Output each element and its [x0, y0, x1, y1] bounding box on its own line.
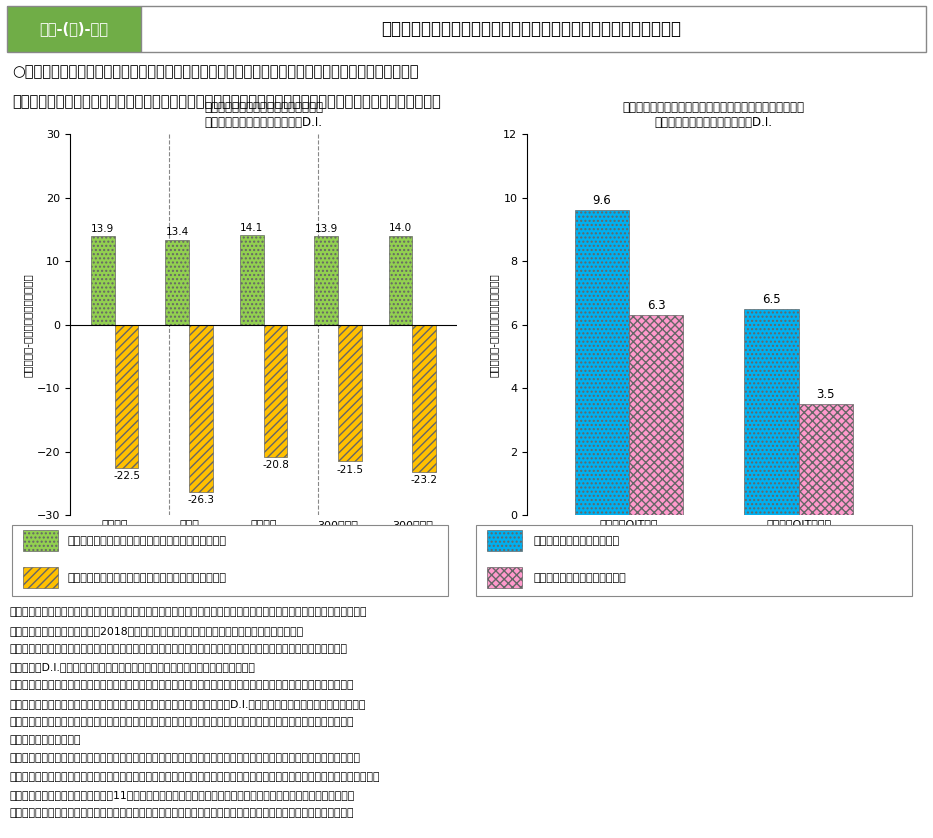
Y-axis label: （「上昇」-「低下」・％ポイント）: （「上昇」-「低下」・％ポイント）	[489, 273, 499, 376]
Bar	[629, 315, 683, 515]
Text: が積極的に実施されている企業で働く労働者は、仕事に対するモチベーションが上昇している者が多い。: が積極的に実施されている企業で働く労働者は、仕事に対するモチベーションが上昇して…	[12, 95, 440, 110]
Bar	[487, 566, 522, 588]
Text: 企業の能力開発等と従業員の仕事に対するモチベーションとの関係: 企業の能力開発等と従業員の仕事に対するモチベーションとの関係	[381, 20, 681, 38]
Bar	[412, 324, 437, 472]
Text: -23.2: -23.2	[411, 475, 438, 485]
Bar	[745, 309, 799, 515]
Text: 6.5: 6.5	[762, 292, 781, 306]
Text: -22.5: -22.5	[113, 471, 140, 481]
Text: 14.1: 14.1	[240, 223, 263, 233]
Bar	[314, 236, 338, 324]
Text: ２）右図は、企業におけるいわゆる正社員を対象とした教育訓練の実施状況や能力開発に関連する人材マネジ: ２）右図は、企業におけるいわゆる正社員を対象とした教育訓練の実施状況や能力開発に…	[9, 680, 354, 691]
Text: ３）能力開発に関連する人材マネジメントの取組個数が相対的に多い企業は、「目標管理制度による動機づけ」: ３）能力開発に関連する人材マネジメントの取組個数が相対的に多い企業は、「目標管理…	[9, 753, 360, 763]
Text: （注）　１）左図は、正社員を対象に、企業の能力開発に対する積極性の評価別に、仕事に対するモチベーションの: （注） １）左図は、正社員を対象に、企業の能力開発に対する積極性の評価別に、仕事…	[9, 644, 347, 654]
Text: 取組個数が相対的に少ない企業: 取組個数が相対的に少ない企業	[534, 572, 626, 582]
Text: メントの取組個数別に、正社員の仕事に対するモチベーションのD.I.（「上昇」の割合から「低下」の割合を: メントの取組個数別に、正社員の仕事に対するモチベーションのD.I.（「上昇」の割…	[9, 699, 366, 709]
Bar	[91, 236, 115, 324]
Text: なっている。: なっている。	[9, 735, 81, 745]
Bar	[23, 566, 58, 588]
Text: 「定期的な面談（個別評価・考課）」「指導役や教育係の配置（メンター制度等）」「企業としての人材育成方針・: 「定期的な面談（個別評価・考課）」「指導役や教育係の配置（メンター制度等）」「企…	[9, 772, 380, 782]
Text: D.I.（「上昇」の割合から「低下」の割合を引いたもの）をみたもの。: D.I.（「上昇」の割合から「低下」の割合を引いたもの）をみたもの。	[9, 662, 255, 672]
Bar	[7, 6, 141, 52]
Text: 引いたもの）の差をみたもの。なお、企業調査票と正社員調査票を紐付けたデータをもとに集計した結果と: 引いたもの）の差をみたもの。なお、企業調査票と正社員調査票を紐付けたデータをもと…	[9, 717, 354, 727]
Bar	[389, 235, 412, 324]
Bar	[12, 525, 448, 596]
Text: 第２-(２)-４図: 第２-(２)-４図	[39, 22, 108, 36]
Text: -26.3: -26.3	[188, 495, 215, 505]
Bar	[165, 240, 189, 324]
Bar	[240, 235, 264, 324]
Text: 13.9: 13.9	[91, 224, 115, 234]
Text: 取組個数が相対的に多い企業: 取組個数が相対的に多い企業	[534, 535, 620, 546]
Bar	[476, 525, 912, 596]
Text: 13.9: 13.9	[314, 224, 338, 234]
Bar	[115, 324, 138, 468]
Text: 正社員調査票）」（2018年）の個票を厚生労働省労働政策担当参事官室にて独自集計: 正社員調査票）」（2018年）の個票を厚生労働省労働政策担当参事官室にて独自集計	[9, 626, 303, 636]
Text: -21.5: -21.5	[337, 464, 364, 474]
Y-axis label: （「上昇」-「低下」・％ポイント）: （「上昇」-「低下」・％ポイント）	[22, 273, 33, 376]
Text: 13.4: 13.4	[165, 227, 188, 237]
Title: 企業の能力開発に対する評価別にみた
仕事に対するモチベーションのD.I.: 企業の能力開発に対する評価別にみた 仕事に対するモチベーションのD.I.	[204, 101, 323, 129]
Text: 14.0: 14.0	[389, 223, 412, 233]
Bar	[264, 324, 287, 457]
Text: -20.8: -20.8	[262, 460, 289, 470]
Bar	[338, 324, 362, 462]
Bar	[575, 210, 629, 515]
Text: に関連する人材マネジメントの取組個数が相対的に少ない企業は、実施個数が７個未満の企業としている。: に関連する人材マネジメントの取組個数が相対的に少ない企業は、実施個数が７個未満の…	[9, 808, 354, 818]
Title: 能力開発に関連する人材マネジメントの取組個数別にみた
仕事に対するモチベーションのD.I.: 能力開発に関連する人材マネジメントの取組個数別にみた 仕事に対するモチベーション…	[622, 101, 805, 129]
Text: 3.5: 3.5	[816, 388, 835, 401]
Text: ○　企業が能力開発に積極的になったと感じる労働者や、能力開発に関連する人材マネジメントの取組: ○ 企業が能力開発に積極的になったと感じる労働者や、能力開発に関連する人材マネジ…	[12, 65, 419, 80]
Bar	[487, 530, 522, 551]
Text: 9.6: 9.6	[592, 194, 611, 207]
Text: 6.3: 6.3	[647, 299, 665, 312]
Text: 資料出所　（独）労働政策研究・研修機構「多様な働き方の進展と人材マネジメントの在り方に関する調査（企業調査票・: 資料出所 （独）労働政策研究・研修機構「多様な働き方の進展と人材マネジメントの在…	[9, 608, 367, 618]
Bar	[23, 530, 58, 551]
Text: 「企業が能力開発に消極的になった」と感じる労働者: 「企業が能力開発に消極的になった」と感じる労働者	[67, 572, 226, 582]
Bar	[799, 404, 853, 515]
Bar	[189, 324, 213, 492]
Text: 計画の策定」等といった11項目のうち、７個以上を一律実施又は重点実施している企業をいう。能力開発: 計画の策定」等といった11項目のうち、７個以上を一律実施又は重点実施している企業…	[9, 790, 355, 800]
Text: 「企業が能力開発に積極的になった」と感じる労働者: 「企業が能力開発に積極的になった」と感じる労働者	[67, 535, 226, 546]
